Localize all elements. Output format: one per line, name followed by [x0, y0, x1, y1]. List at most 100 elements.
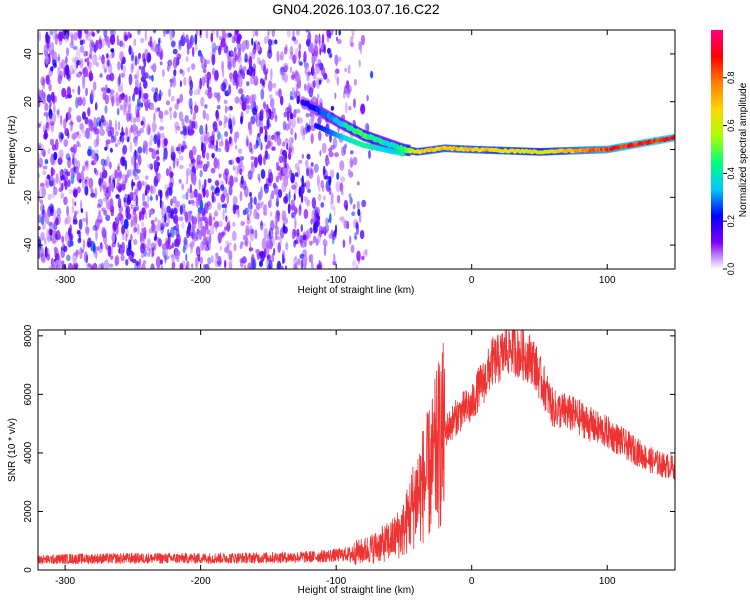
- spectrogram-cell: [101, 262, 104, 269]
- spectrogram-cell: [352, 156, 358, 166]
- spectrogram-cell: [84, 226, 90, 234]
- spectrogram-cell: [96, 30, 100, 34]
- spectrogram-cell: [179, 39, 181, 48]
- spectrogram-cell: [115, 91, 119, 103]
- spectrogram-cell: [202, 131, 207, 143]
- spectrogram-cell: [104, 146, 108, 151]
- spectrogram-cell: [250, 253, 255, 266]
- spectrogram-cell: [271, 253, 275, 263]
- spectrogram-cell: [49, 66, 54, 72]
- spectrogram-cell: [294, 47, 300, 60]
- spectrogram-cell: [263, 155, 266, 166]
- spectrogram-cell: [120, 213, 124, 225]
- spectrogram-cell: [165, 194, 169, 201]
- spectrogram-cell: [102, 184, 106, 190]
- spectrogram-cell: [170, 40, 176, 48]
- spectrogram-cell: [206, 71, 212, 81]
- spectrogram-cell: [191, 200, 196, 207]
- spectrogram-y-tick-label: 40: [23, 48, 34, 60]
- spectrogram-cell: [212, 216, 216, 221]
- spectrogram-cell: [322, 165, 326, 176]
- spectrogram-cell: [149, 134, 155, 142]
- spectrogram-cell: [89, 180, 92, 192]
- spectrogram-cell: [293, 91, 297, 99]
- spectrogram-cell: [115, 130, 119, 136]
- spectrogram-cell: [268, 230, 271, 237]
- spectrogram-cell: [107, 245, 112, 257]
- spectrogram-cell: [38, 214, 42, 224]
- spectrogram-cell: [130, 125, 133, 134]
- spectrogram-cell: [38, 190, 41, 202]
- spectrogram-cell: [63, 245, 68, 253]
- spectrogram-cell: [362, 249, 368, 258]
- spectrogram-cell: [289, 96, 295, 101]
- spectrogram-cell: [295, 71, 299, 76]
- spectrogram-cell: [146, 195, 150, 204]
- spectrogram-cell: [87, 263, 91, 268]
- spectrogram-cell: [275, 176, 280, 183]
- spectrogram-cell: [154, 45, 158, 54]
- spectrogram-cell: [309, 241, 313, 246]
- spectrogram-y-axis: -40 -20 0 20 40: [23, 48, 675, 252]
- spectrogram-cell: [85, 254, 89, 263]
- spectrogram-cell: [277, 242, 282, 253]
- spectrogram-cell: [239, 191, 243, 202]
- spectrogram-cell: [85, 159, 90, 171]
- spectrogram-cell: [224, 206, 227, 214]
- spectrogram-cell: [260, 201, 264, 206]
- spectrogram-cell: [80, 123, 85, 133]
- spectrogram-cell: [151, 121, 157, 133]
- spectrogram-cell: [72, 57, 76, 63]
- spectrogram-cell: [334, 68, 338, 80]
- spectrogram-cell: [120, 254, 125, 262]
- spectrogram-cell: [201, 141, 204, 152]
- spectrogram-cell: [323, 244, 327, 257]
- spectrogram-cell: [43, 43, 49, 55]
- spectrogram-cell: [328, 233, 333, 239]
- spectrogram-cell: [39, 204, 45, 212]
- spectrogram-cell: [148, 213, 152, 218]
- snr-y-tick-label: 8000: [23, 324, 34, 347]
- spectrogram-cell: [38, 123, 41, 128]
- spectrogram-cell: [240, 221, 245, 226]
- spectrogram-cell: [58, 31, 63, 42]
- spectrogram-cell: [126, 136, 130, 143]
- spectrogram-cell: [368, 149, 371, 159]
- spectrogram-cell: [47, 193, 52, 201]
- spectrogram-cell: [224, 131, 229, 137]
- spectrogram-cell: [205, 123, 208, 135]
- spectrogram-cell: [92, 81, 97, 91]
- spectrogram-cell: [48, 30, 54, 36]
- spectrogram-cell: [291, 233, 295, 240]
- spectrogram-cell: [199, 169, 203, 178]
- spectrogram-cell: [75, 249, 79, 258]
- spectrogram-cell: [184, 38, 189, 43]
- spectrogram-cell: [98, 35, 102, 46]
- spectrogram-cell: [354, 232, 357, 240]
- snr-x-label: Height of straight line (km): [298, 585, 415, 596]
- spectrogram-cell: [144, 30, 147, 42]
- spectrogram-cell: [201, 76, 206, 87]
- spectrogram-cell: [270, 68, 273, 81]
- spectrogram-cell: [91, 32, 96, 37]
- spectrogram-cell: [94, 167, 97, 174]
- spectrogram-cell: [180, 145, 185, 153]
- spectrogram-cell: [132, 169, 136, 177]
- spectrogram-cell: [140, 76, 146, 83]
- spectrogram-cell: [202, 68, 207, 74]
- spectrogram-cell: [202, 149, 206, 159]
- spectrogram-cell: [168, 186, 173, 196]
- spectrogram-cell: [123, 196, 126, 203]
- spectrogram-cell: [190, 245, 193, 254]
- spectrogram-cell: [263, 204, 268, 213]
- spectrogram-cell: [167, 234, 171, 246]
- spectrogram-cell: [228, 136, 232, 145]
- spectrogram-cell: [117, 121, 121, 131]
- spectrogram-cell: [128, 73, 133, 86]
- spectrogram-cell: [201, 225, 207, 237]
- spectrogram-cell: [131, 258, 137, 264]
- spectrogram-cell: [142, 192, 146, 203]
- spectrogram-cell: [104, 84, 109, 94]
- spectrogram-cell: [156, 131, 161, 141]
- spectrogram-cell: [279, 55, 282, 61]
